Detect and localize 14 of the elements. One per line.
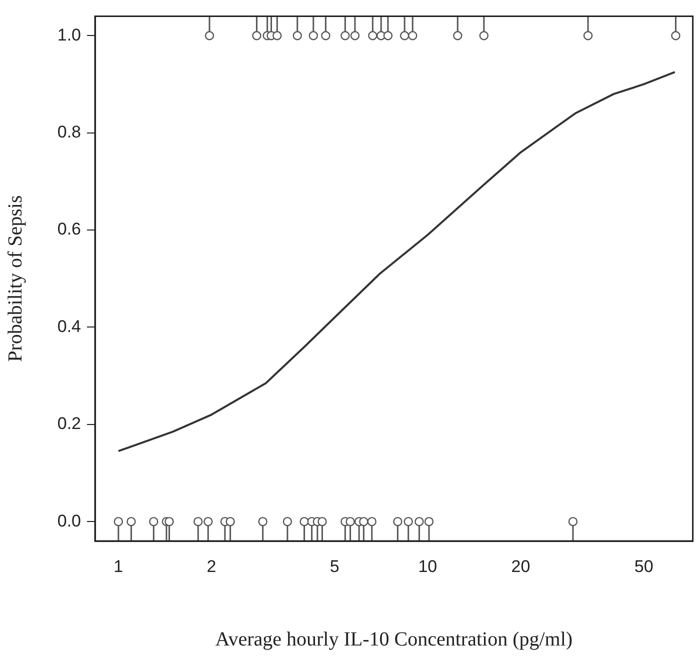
x-tick-label: 5 <box>330 556 340 576</box>
x-tick-label: 2 <box>206 556 216 576</box>
y-tick-label: 0.0 <box>57 511 81 530</box>
y-axis-title: Probability of Sepsis <box>4 195 26 362</box>
y-tick-label: 1.0 <box>57 25 81 44</box>
x-tick-label: 1 <box>114 556 124 576</box>
x-tick-label: 20 <box>511 556 530 576</box>
y-tick-label: 0.8 <box>57 122 81 142</box>
x-axis-title: Average hourly IL-10 Concentration (pg/ml) <box>215 628 573 650</box>
y-tick-label: 0.2 <box>57 414 81 434</box>
y-tick-label: 0.4 <box>57 316 81 336</box>
x-tick-label: 10 <box>418 556 438 576</box>
y-tick-label: 0.6 <box>57 220 81 239</box>
x-tick-label: 50 <box>634 556 654 576</box>
